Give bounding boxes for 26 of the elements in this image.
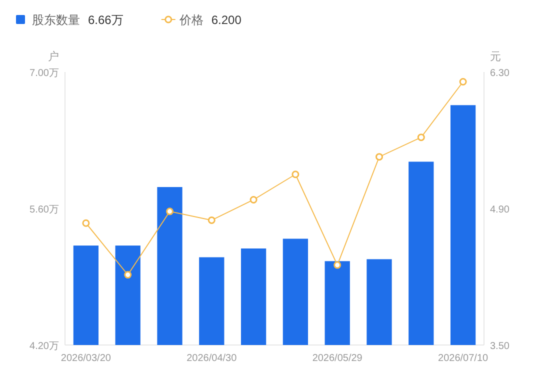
text: 6.200 xyxy=(211,13,242,27)
point xyxy=(166,208,174,216)
y2-tick-label: 4.90 xyxy=(490,204,510,216)
y-tick-label: 4.20万 xyxy=(30,341,59,352)
y2-tick-label: 3.50 xyxy=(490,341,510,352)
y-tick-label: 5.60万 xyxy=(30,204,59,216)
x-tick-label: 2026/07/10 xyxy=(438,353,489,364)
point xyxy=(334,261,342,269)
text: 6.66万 xyxy=(88,13,124,27)
x-tick-label: 2026/04/30 xyxy=(186,353,238,364)
y-tick-label: 7.00万 xyxy=(30,68,59,79)
point xyxy=(250,196,258,204)
legend-label: 价格 xyxy=(178,13,204,27)
point xyxy=(417,134,425,142)
point xyxy=(292,170,300,178)
point xyxy=(459,78,467,86)
y2-tick-label: 6.30 xyxy=(490,68,510,79)
point xyxy=(124,271,132,279)
x-tick-label: 2026/05/29 xyxy=(312,353,363,364)
point xyxy=(82,219,90,227)
point xyxy=(376,153,383,161)
point xyxy=(208,216,216,224)
y-axis-title: 户 xyxy=(48,50,59,63)
y2-axis-title: 元 xyxy=(490,51,501,63)
legend-label: 股东数量 xyxy=(32,13,80,27)
x-tick-label: 2026/03/20 xyxy=(60,353,112,364)
